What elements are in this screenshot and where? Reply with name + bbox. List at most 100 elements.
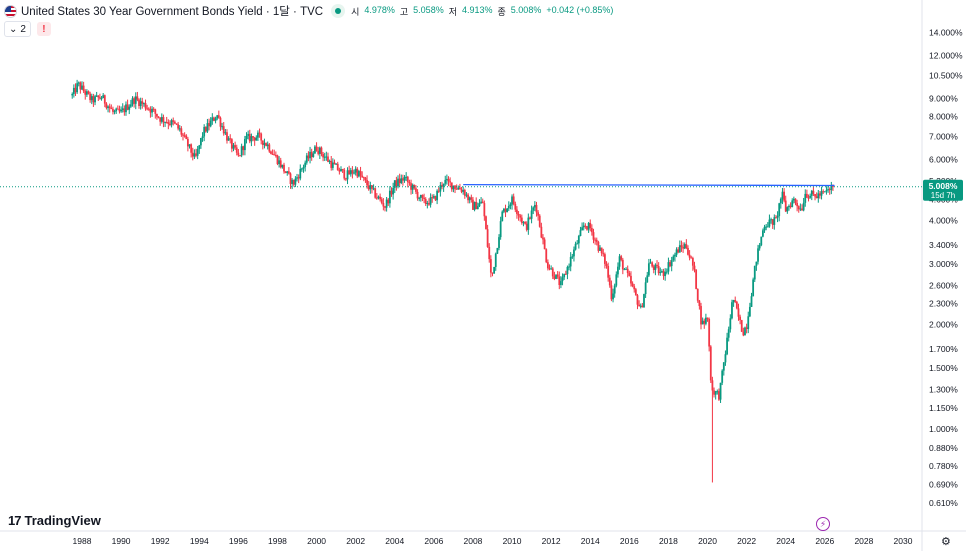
candle-body	[359, 171, 362, 176]
candle-body	[431, 197, 434, 199]
candle-body	[460, 189, 463, 192]
candle-body	[778, 203, 781, 217]
candle-body	[193, 153, 196, 157]
candle-body	[273, 154, 276, 156]
candle-body	[792, 198, 795, 201]
candle-body	[714, 391, 717, 395]
candle-body	[292, 179, 295, 185]
candle-body	[323, 156, 326, 158]
candle-body	[551, 268, 554, 277]
candle-body	[330, 160, 333, 168]
candle-body	[232, 145, 235, 149]
candle-body	[377, 196, 380, 198]
x-tick-label: 2012	[542, 536, 561, 546]
candle-body	[700, 306, 702, 325]
x-tick-label: 2028	[854, 536, 873, 546]
x-tick-label: 2020	[698, 536, 717, 546]
gear-icon[interactable]: ⚙	[941, 536, 951, 548]
alert-button[interactable]: !	[36, 22, 51, 36]
candle-body	[475, 201, 478, 210]
candle-body	[603, 254, 606, 264]
candle-body	[372, 188, 375, 190]
candle-body	[605, 263, 608, 266]
candle-body	[491, 272, 494, 274]
candle-body	[266, 144, 269, 146]
candle-body	[276, 155, 279, 165]
candle-body	[711, 380, 714, 391]
candle-body	[84, 91, 87, 95]
candle-body	[776, 216, 779, 218]
candle-body	[423, 197, 425, 199]
candle-body	[442, 183, 445, 187]
candle-body	[579, 230, 582, 236]
candle-body	[415, 188, 417, 192]
candle-body	[240, 146, 243, 156]
candle-body	[338, 170, 341, 172]
candle-body	[143, 103, 145, 105]
candle-body	[819, 193, 821, 196]
candle-body	[177, 124, 180, 129]
candle-body	[331, 162, 334, 168]
candle-body	[687, 247, 689, 255]
candle-body	[452, 185, 455, 190]
candle-body	[260, 133, 263, 141]
candle-body	[310, 151, 313, 158]
candle-body	[656, 264, 658, 266]
candle-body	[358, 171, 360, 177]
candle-body	[533, 204, 536, 208]
candle-body	[470, 197, 473, 200]
y-tick-label: 0.880%	[929, 443, 958, 453]
candle-body	[762, 230, 764, 237]
candle-body	[195, 153, 197, 156]
candle-body	[828, 189, 831, 191]
candle-body	[424, 198, 427, 204]
candle-body	[757, 248, 759, 262]
candle-body	[79, 82, 82, 90]
candle-body	[734, 300, 737, 302]
candle-body	[618, 256, 621, 267]
candle-body	[180, 128, 183, 135]
candle-body	[385, 199, 388, 208]
candle-body	[81, 85, 83, 90]
candle-body	[129, 104, 132, 107]
candle-body	[768, 219, 771, 227]
candle-body	[421, 194, 424, 198]
candle-body	[144, 103, 147, 109]
candle-body	[213, 117, 215, 121]
lightning-icon[interactable]: ⚡	[816, 517, 830, 531]
candle-body	[279, 160, 282, 168]
candle-body	[103, 95, 106, 104]
candle-body	[138, 99, 140, 107]
candle-body	[281, 164, 284, 168]
candle-body	[296, 177, 298, 179]
candle-body	[239, 155, 241, 157]
y-tick-label: 9.000%	[929, 94, 958, 104]
candle-body	[133, 98, 136, 104]
market-status-icon[interactable]	[331, 4, 346, 18]
collapse-indicators-button[interactable]: ⌄ 2	[4, 21, 31, 37]
y-tick-label: 1.500%	[929, 363, 958, 373]
candle-body	[722, 362, 725, 371]
symbol-title[interactable]: United States 30 Year Government Bonds Y…	[21, 6, 324, 18]
candle-body	[644, 282, 647, 295]
candle-body	[200, 138, 202, 146]
candle-body	[674, 254, 676, 257]
candle-body	[602, 253, 605, 255]
candle-body	[361, 175, 364, 178]
candle-body	[263, 143, 266, 145]
candle-body	[661, 271, 663, 273]
candle-body	[509, 204, 512, 206]
candle-body	[198, 145, 201, 150]
candle-body	[542, 237, 544, 240]
candle-body	[459, 187, 461, 190]
horizontal-trendline	[463, 183, 835, 187]
tradingview-logo[interactable]: 17 TradingView	[8, 513, 101, 528]
candle-body	[498, 237, 500, 248]
candle-body	[245, 135, 248, 139]
candle-body	[576, 243, 579, 245]
candle-body	[522, 222, 525, 224]
candle-body	[367, 185, 370, 190]
candle-body	[116, 108, 119, 110]
candle-body	[636, 295, 639, 305]
